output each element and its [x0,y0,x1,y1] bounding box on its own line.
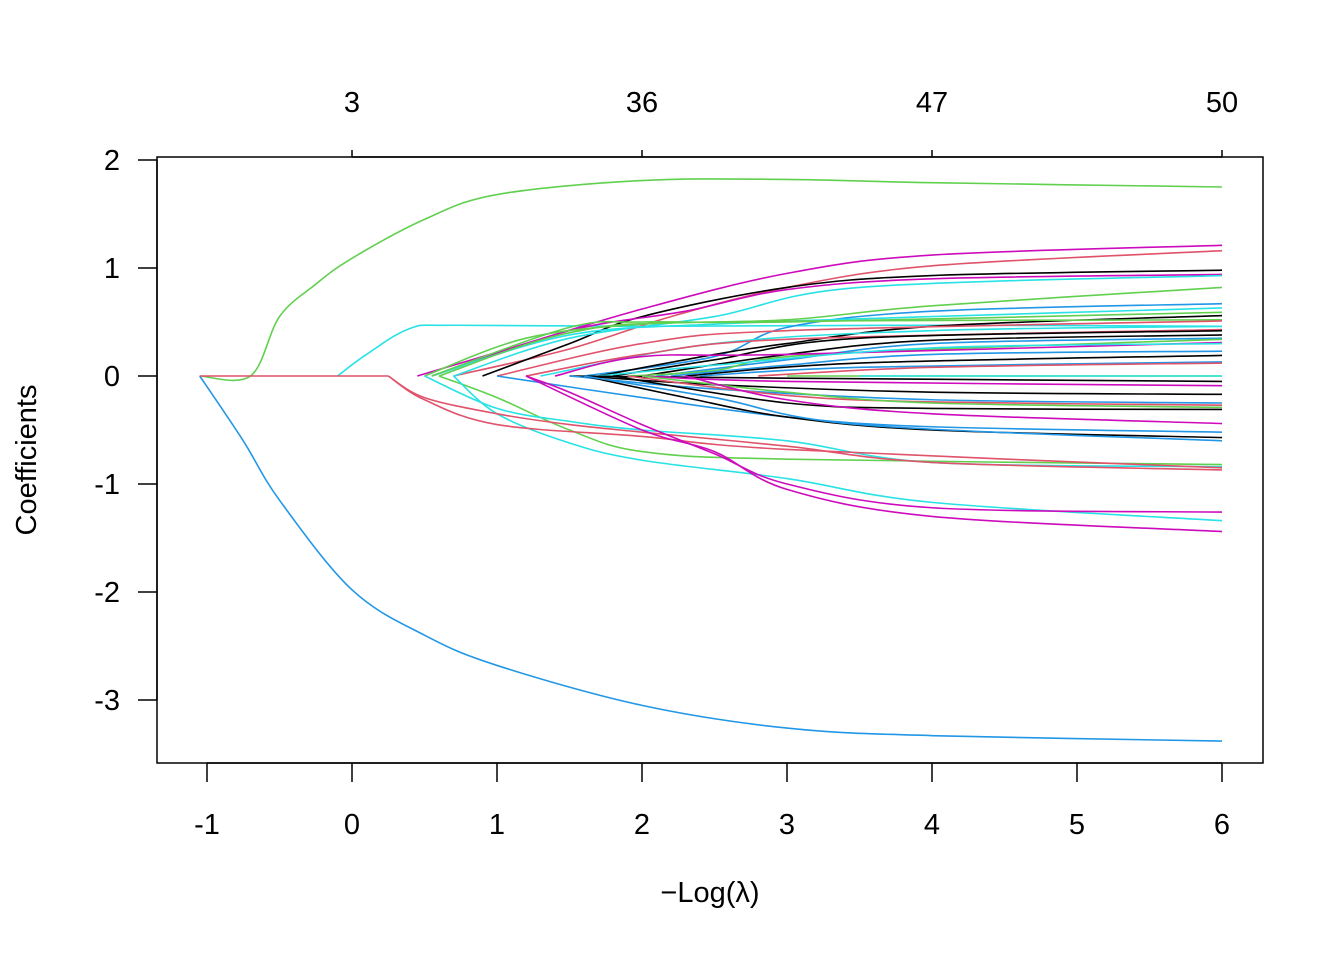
coefficient-path-8 [431,273,1223,377]
y-tick-label: -2 [94,577,120,609]
coefficient-path-27 [699,361,1223,377]
coefficient-path-2 [199,375,1223,742]
coefficient-path-1 [199,178,1223,382]
coefficient-path-26 [685,354,1223,377]
coefficient-path-22 [627,338,1223,377]
coefficient-path-47 [525,375,1223,513]
coefficient-path-48 [525,375,1223,533]
coefficient-path-45 [387,375,1223,471]
coefficient-path-25 [670,350,1223,377]
x-axis: -1 0 1 2 3 4 5 6 [194,762,1230,841]
coefficient-path-12 [431,307,1223,377]
coefficient-path-7 [482,269,1223,377]
coefficient-path-23 [554,341,1223,377]
coefficient-path-31 [569,375,1223,383]
coefficient-path-34 [569,375,1223,404]
y-tick-label: -1 [94,469,120,501]
y-tick-label: 0 [104,361,120,393]
coefficient-path-40 [583,375,1223,439]
coefficient-path-46 [387,375,1223,469]
coefficient-path-38 [685,375,1223,425]
x-tick-label: -1 [194,809,220,841]
plot-frame [156,156,1264,764]
top-tick-label: 50 [1206,87,1238,119]
coefficient-path-41 [583,375,1223,442]
coefficient-path-42 [438,375,1223,466]
coefficient-path-15 [438,319,1223,377]
coefficient-path-19 [612,329,1223,377]
top-tick-label: 3 [344,87,360,119]
coefficient-path-21 [656,337,1223,377]
top-tick-label: 36 [626,87,658,119]
coefficient-path-32 [641,375,1223,387]
x-tick-label: 5 [1069,809,1085,841]
x-tick-label: 1 [489,809,505,841]
x-axis-label: −Log(λ) [660,877,759,909]
x-tick-label: 0 [344,809,360,841]
x-tick-label: 2 [634,809,650,841]
top-axis: 3 36 47 50 [344,87,1238,158]
y-axis: 2 1 0 -1 -2 -3 [94,145,158,717]
coefficient-path-37 [612,375,1223,411]
coefficient-path-16 [496,320,1223,377]
series-lines [199,178,1223,742]
y-tick-label: 2 [104,145,120,177]
top-tick-label: 47 [916,87,948,119]
coefficient-path-9 [453,274,1223,377]
y-tick-label: 1 [104,253,120,285]
coefficient-path-28 [757,362,1223,377]
y-axis-label: Coefficients [11,385,43,536]
x-tick-label: 4 [924,809,940,841]
y-tick-label: -3 [94,685,120,717]
coefficient-path-24 [598,342,1223,377]
coefficient-path-43 [452,375,1223,522]
coefficient-path-33 [583,375,1223,396]
x-tick-label: 3 [779,809,795,841]
x-tick-label: 6 [1214,809,1230,841]
